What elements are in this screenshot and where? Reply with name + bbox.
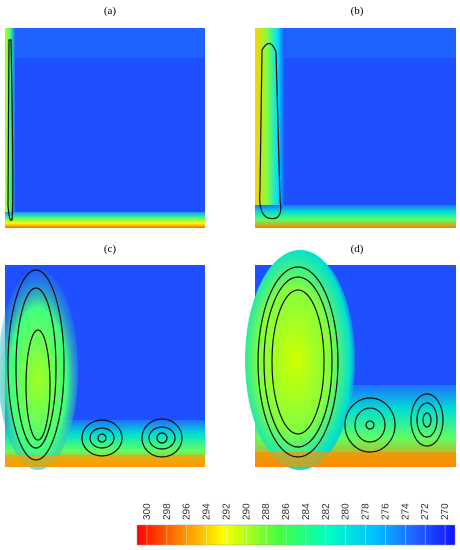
panel-a (5, 28, 205, 228)
colorbar-tick-label: 270 (440, 503, 451, 520)
panel-b (255, 28, 456, 228)
panel-label: (c) (104, 243, 117, 255)
colorbar-tick-label: 290 (241, 503, 252, 520)
panel-c (0, 265, 205, 470)
colorbar (136, 524, 456, 546)
colorbar-tick-label: 298 (162, 503, 173, 520)
colorbar-tick-label: 284 (301, 503, 312, 520)
colorbar-tick-label: 288 (261, 503, 272, 520)
colorbar-tick-label: 292 (221, 503, 232, 520)
colorbar-tick-label: 278 (361, 503, 372, 520)
colorbar-tick-label: 276 (380, 503, 391, 520)
panel-label: (d) (351, 243, 364, 255)
colorbar-tick-label: 296 (182, 503, 193, 520)
colorbar-tick-label: 280 (341, 503, 352, 520)
colorbar-tick-label: 300 (142, 503, 153, 520)
colorbar-tick-label: 272 (420, 503, 431, 520)
panel-d (245, 250, 456, 470)
panel-label: (a) (104, 5, 117, 17)
colorbar-tick-label: 286 (281, 503, 292, 520)
panel-label: (b) (351, 5, 364, 17)
colorbar-tick-label: 274 (400, 503, 411, 520)
colorbar-tick-label: 294 (202, 503, 213, 520)
colorbar-tick-label: 282 (321, 503, 332, 520)
